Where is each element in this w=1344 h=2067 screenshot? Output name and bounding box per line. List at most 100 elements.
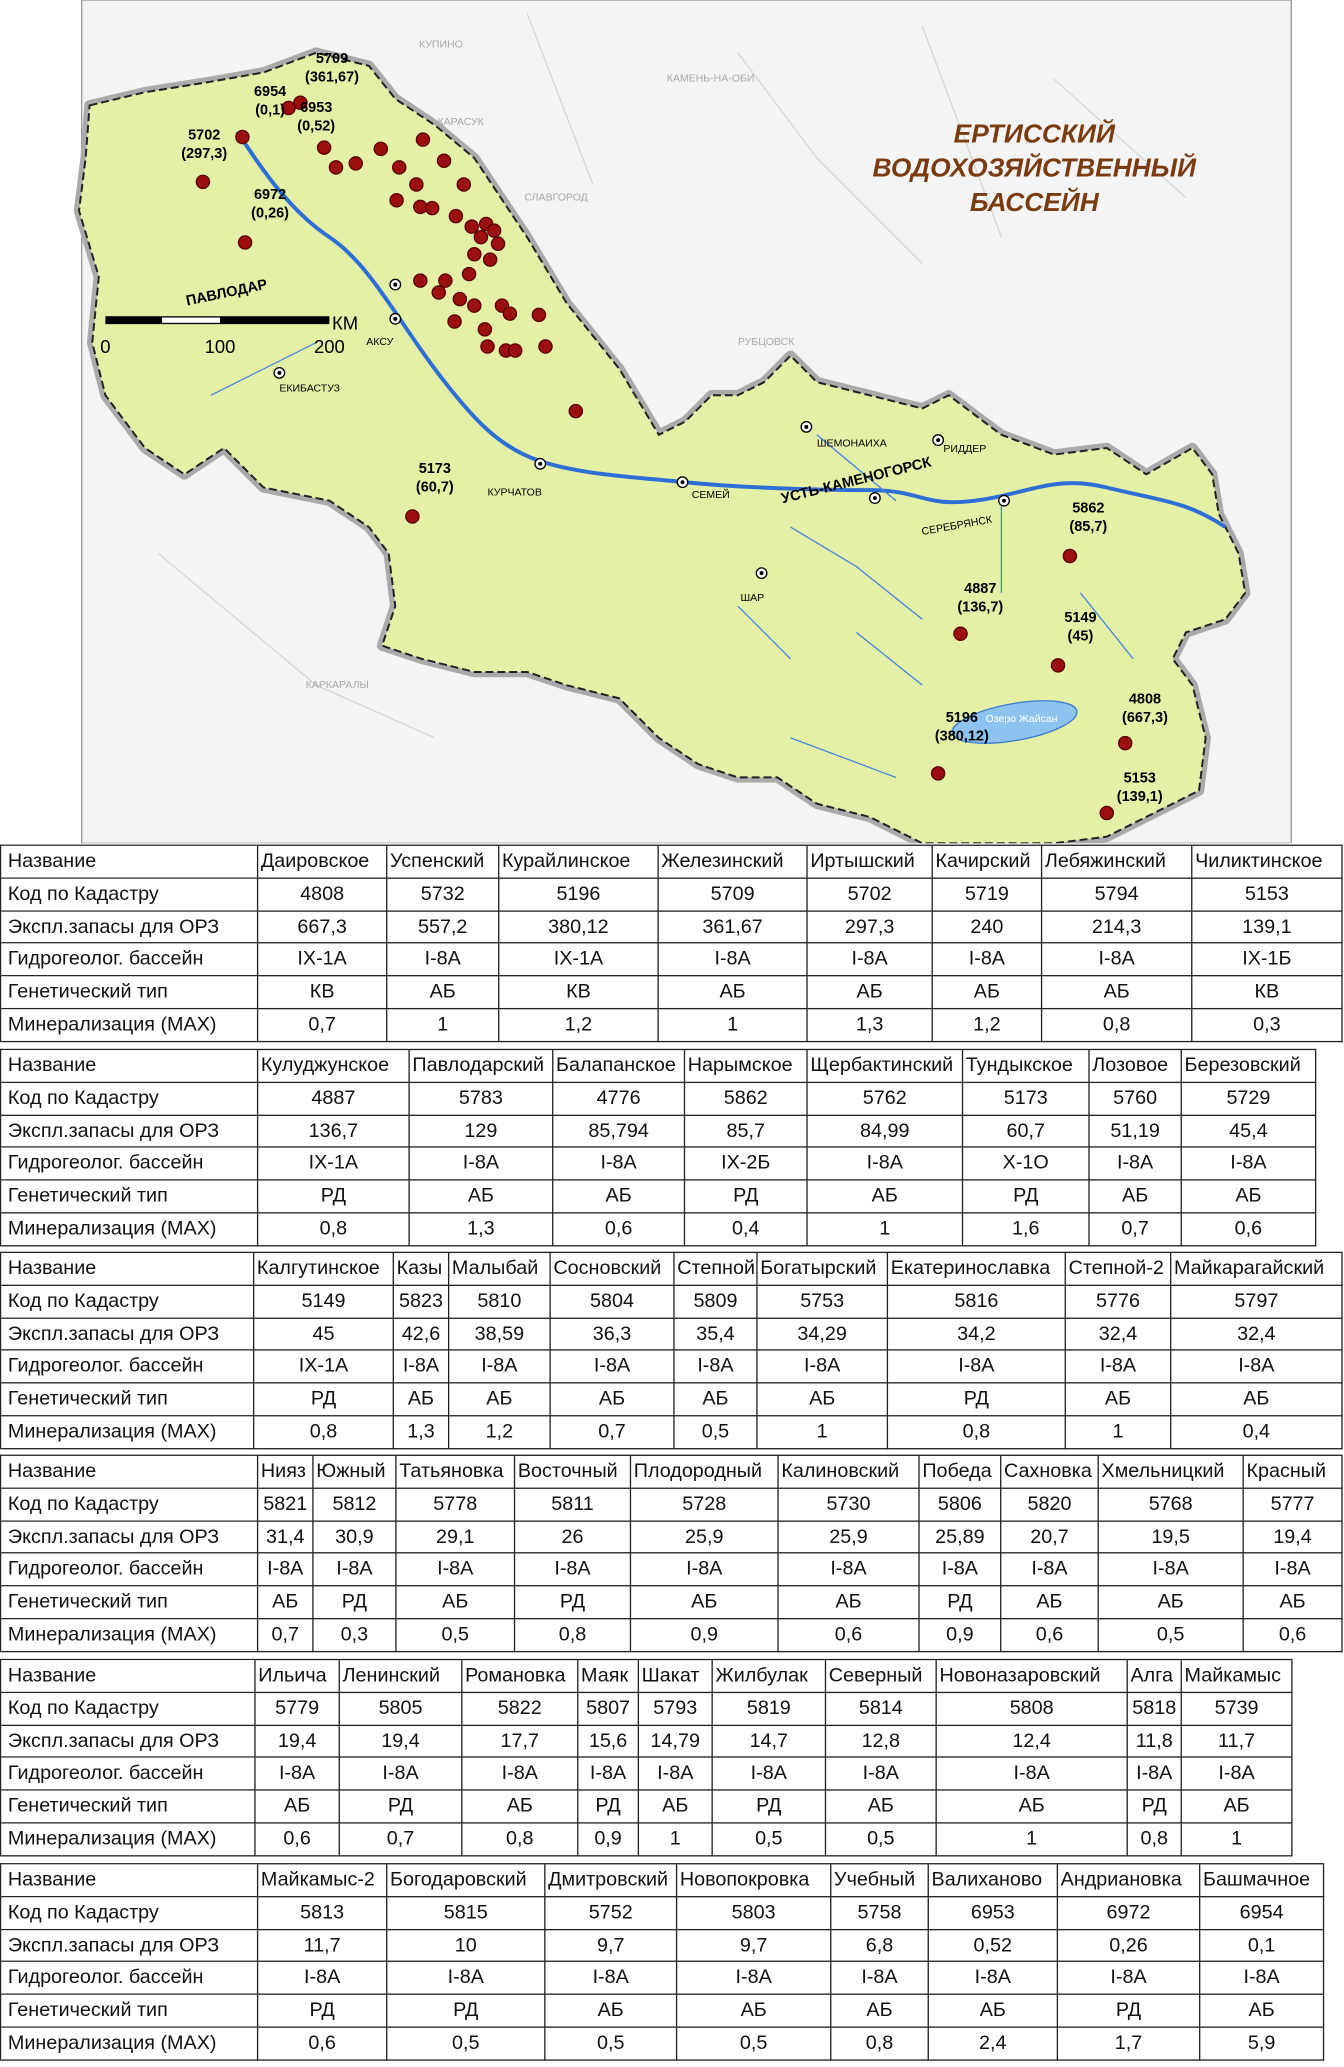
row-label: Генетический тип [1,976,259,1010]
table-cell: 5822 [462,1692,579,1726]
scale-label: 200 [314,336,345,357]
table-cell: I-8А [339,1758,463,1791]
row-label: Генетический тип [1,1790,256,1824]
table-cell: 0,5 [396,1619,516,1653]
table-cell: 0,8 [831,2027,929,2061]
column-header: Нарымское [685,1050,808,1083]
well-dot [413,273,428,288]
table-cell: 85,794 [553,1115,686,1149]
well-dot [431,285,447,300]
column-header: Романовка [462,1660,579,1693]
column-header: Майкамыс [1181,1660,1293,1693]
row-label: Гидрогеолог. бассейн [1,1351,255,1384]
column-header: Новоназаровский [936,1660,1128,1693]
table-cell: 11,8 [1127,1725,1182,1759]
table-cell: 0,8 [1127,1823,1182,1857]
well-code: 5173 [419,461,451,477]
table-cell: 0,6 [778,1619,920,1653]
well-dot [480,339,495,354]
table-cell: КВ [1192,976,1343,1010]
table-cell: 12,4 [936,1725,1128,1759]
column-header: Степной-2 [1065,1253,1172,1286]
table-cell: 26 [515,1521,632,1554]
column-header: Валиханово [928,1864,1059,1898]
column-header: Шакат [639,1660,713,1693]
table-cell: I-8А [462,1758,579,1791]
column-header: Богодаровский [387,1864,546,1898]
table-cell: I-8А [550,1351,675,1384]
column-header: Качирский [932,845,1043,879]
table-cell: I-8А [255,1758,340,1791]
table-cell: АБ [1181,1180,1317,1214]
well-dot [389,193,404,208]
row-label: Экспл.запасы для ОРЗ [1,1929,259,1963]
table-cell: 0,5 [545,2027,678,2061]
column-header: Алга [1127,1660,1182,1693]
table-cell: 25,9 [778,1521,920,1554]
table-cell: 5797 [1171,1285,1343,1319]
column-header: Майкарагайский [1171,1253,1343,1286]
well-dot [448,208,464,224]
scale-label: 100 [205,336,236,357]
place-label: СЛАВГОРОД [524,191,587,203]
table-cell: 0,6 [255,1823,340,1857]
table-cell: I-8А [1058,1962,1201,1996]
column-header: Андриановка [1058,1864,1201,1898]
table-cell: 45 [254,1318,394,1352]
place-label: КАРКАРАЛЫ [306,679,369,691]
table-cell: АБ [757,1383,889,1417]
column-header: Ленинский [339,1660,463,1693]
well-code: 5196 [946,710,978,726]
well-dot [1099,805,1115,821]
table-cell: 0,8 [1042,1009,1193,1042]
table-cell: 4776 [553,1082,686,1116]
table-cell: 5793 [639,1692,713,1726]
table-cell: 6972 [1058,1897,1201,1930]
table-cell: АБ [807,976,933,1010]
table-cell: АБ [462,1790,579,1824]
table-cell: 0,8 [888,1416,1066,1450]
column-header: Новопокровка [677,1864,832,1898]
table-cell: 2,4 [928,2027,1059,2061]
table-cell: 297,3 [807,911,933,944]
row-label: Название [1,1660,256,1693]
table-cell: 29,1 [396,1521,516,1554]
table-cell: I-8А [1181,1758,1293,1791]
table-cell: АБ [255,1790,340,1824]
table-cell: I-8А [658,943,808,977]
table-cell: I-8А [258,1553,314,1587]
well-dot [1050,658,1066,673]
table-cell: I-8А [1200,1962,1325,1996]
table-cell: I-8А [1127,1758,1182,1791]
table-cell: 0,1 [1200,1929,1325,1963]
well-dot [538,339,553,354]
well-dot [452,291,468,307]
table-cell: 14,7 [712,1725,827,1759]
table-cell: РД [254,1383,394,1417]
city-dot [936,438,941,443]
table-cell: 5153 [1192,878,1343,912]
table-cell: 129 [409,1115,554,1149]
table-cell: 5783 [409,1082,554,1116]
table-cell: 0,5 [1098,1619,1244,1653]
table-cell: РД [712,1790,827,1824]
table-cell: АБ [1098,1586,1244,1620]
column-header: Хмельницкий [1098,1455,1244,1489]
table-cell: 5752 [545,1897,678,1930]
column-header: Маяк [578,1660,640,1693]
title-line: ЕРТИССКИЙ [954,118,1116,148]
city-dot [872,496,877,501]
table-cell: 60,7 [963,1115,1090,1149]
well-value: (361,67) [305,70,359,86]
city-dot [680,480,685,485]
table-cell: АБ [936,1790,1128,1824]
table-cell: 1,6 [963,1213,1090,1247]
table-cell: 5818 [1127,1692,1182,1726]
table-cell: АБ [449,1383,551,1417]
column-header: Северный [826,1660,937,1693]
table-cell: АБ [639,1790,713,1824]
row-label: Код по Кадастру [1,1692,256,1726]
table-cell: 84,99 [807,1115,964,1149]
table-cell: 5,9 [1200,2027,1325,2061]
table: Название Даировское Успенский Курайлинское Ж… [0,844,1343,1042]
